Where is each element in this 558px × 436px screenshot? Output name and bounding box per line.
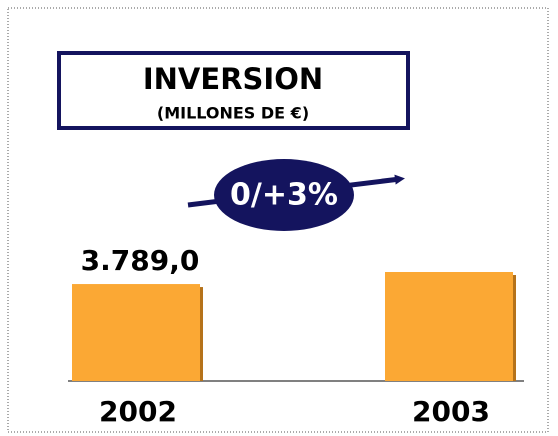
- frame: [7, 7, 549, 433]
- x-tick-label: 2002: [99, 395, 177, 428]
- chart-title: INVERSION: [143, 62, 323, 96]
- title-box: [57, 51, 410, 130]
- annotation: 0/+3%: [230, 178, 338, 213]
- bar: [72, 284, 200, 381]
- bar: [385, 272, 513, 381]
- chart-subtitle: (MILLONES DE €): [157, 104, 309, 123]
- x-tick-label: 2003: [412, 395, 490, 428]
- annotation-ellipse: [214, 159, 354, 231]
- value-label: 3.789,0: [81, 244, 200, 277]
